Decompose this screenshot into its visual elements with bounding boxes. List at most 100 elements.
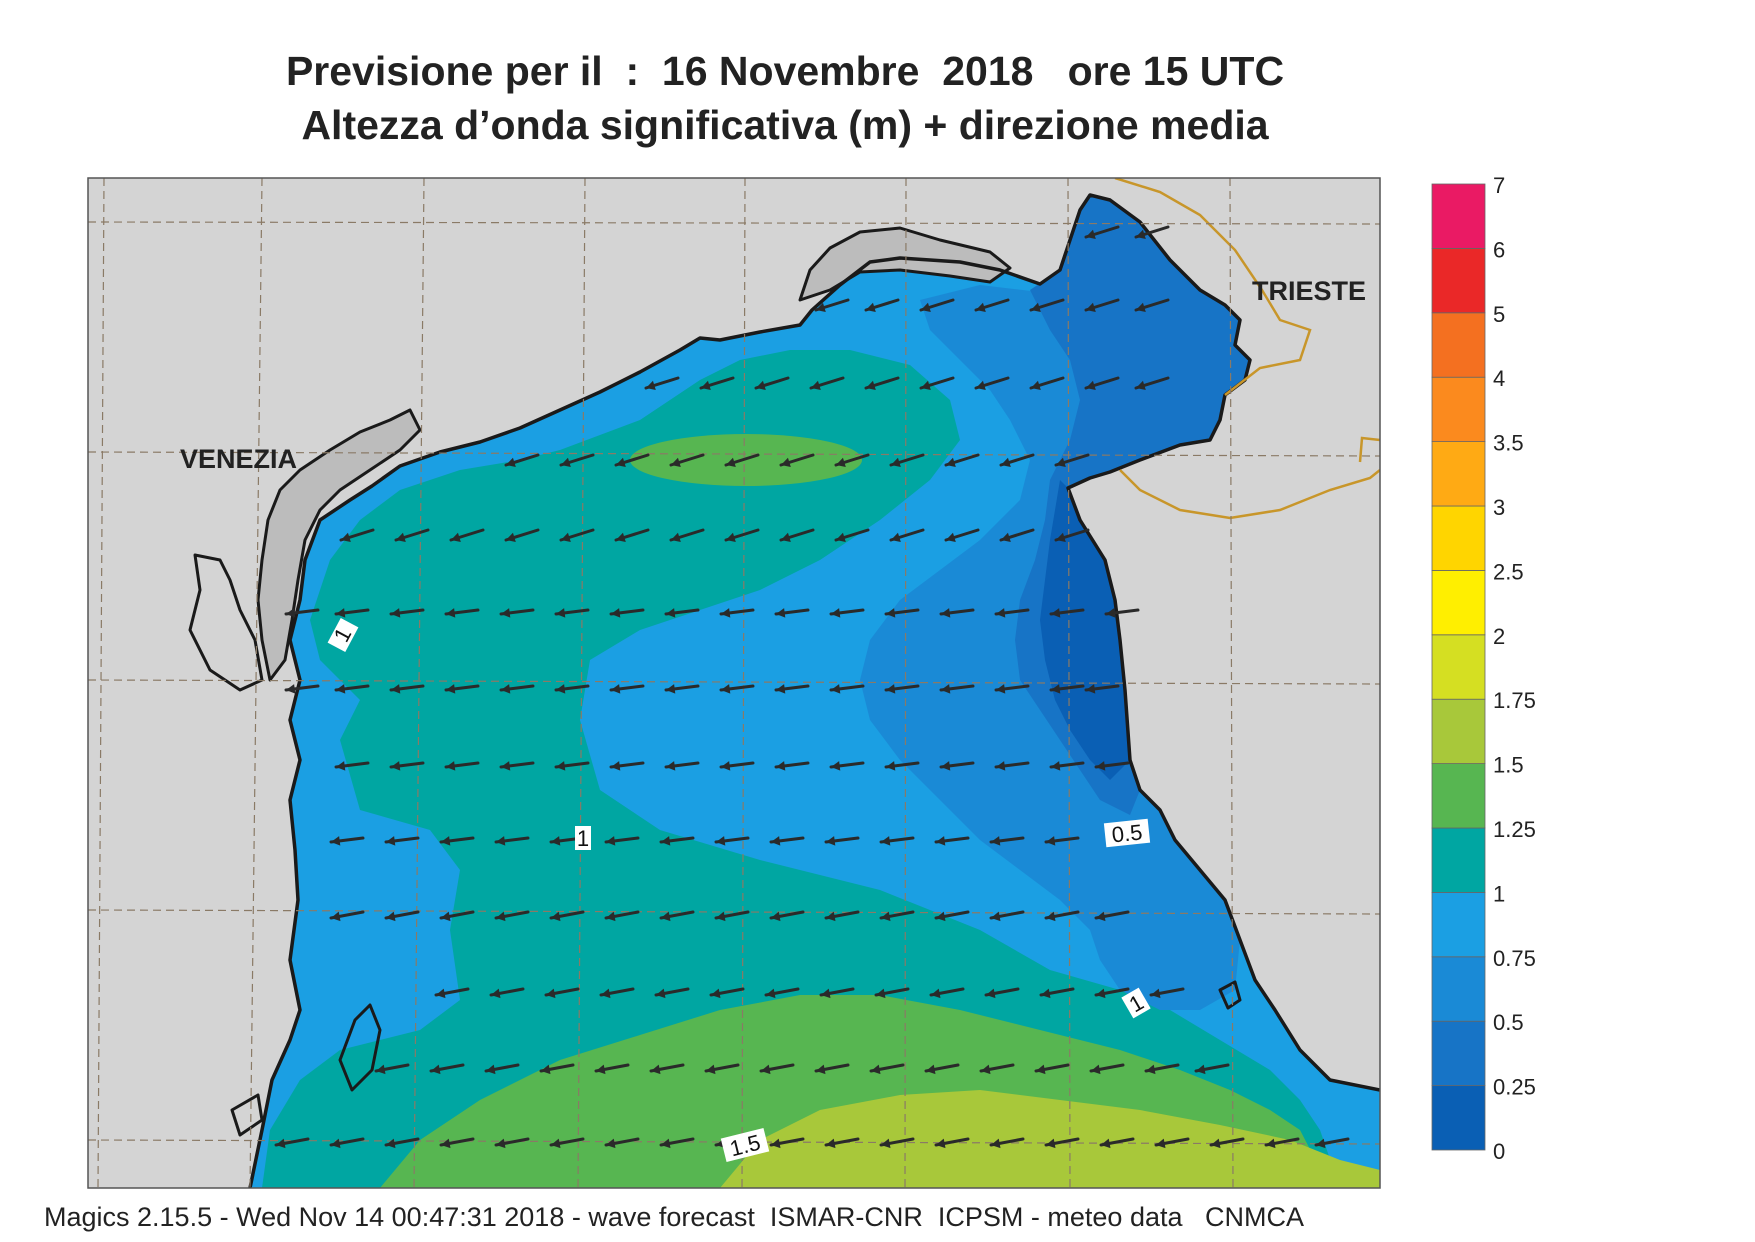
legend-tick-label: 0 — [1493, 1139, 1505, 1164]
direction-arrow — [779, 453, 815, 467]
direction-arrow — [934, 910, 970, 922]
legend-swatch — [1431, 892, 1486, 958]
direction-arrow — [559, 453, 595, 467]
legend-tick-label: 1.5 — [1493, 753, 1524, 778]
legend-tick-label: 3 — [1493, 495, 1505, 520]
svg-text:1: 1 — [577, 826, 589, 851]
direction-arrow — [1264, 1137, 1300, 1149]
direction-arrow — [824, 910, 860, 922]
direction-arrow — [384, 836, 420, 846]
direction-arrow — [339, 528, 375, 542]
direction-arrow — [1099, 1137, 1135, 1149]
place-label-venezia: VENEZIA — [180, 444, 297, 474]
direction-arrow — [889, 528, 925, 542]
direction-arrow — [544, 987, 580, 999]
direction-arrow — [444, 608, 480, 618]
direction-arrow — [884, 684, 920, 694]
direction-arrow — [274, 1137, 310, 1149]
direction-arrow — [444, 761, 480, 771]
direction-arrow — [429, 1063, 465, 1075]
direction-arrow — [924, 1063, 960, 1075]
direction-arrow — [664, 761, 700, 771]
direction-arrow — [609, 761, 645, 771]
direction-arrow — [1084, 298, 1120, 312]
direction-arrow — [554, 761, 590, 771]
direction-arrow — [1089, 1063, 1125, 1075]
direction-arrow — [1044, 1137, 1080, 1149]
direction-arrow — [934, 836, 970, 846]
direction-arrow — [834, 453, 870, 467]
direction-arrow — [769, 1137, 805, 1149]
direction-arrow — [444, 684, 480, 694]
direction-arrow — [829, 684, 865, 694]
direction-arrow — [779, 528, 815, 542]
direction-arrow — [824, 1137, 860, 1149]
svg-text:0.5: 0.5 — [1111, 819, 1144, 847]
direction-arrow — [754, 376, 790, 390]
direction-arrow — [769, 910, 805, 922]
direction-arrow — [1104, 608, 1140, 618]
direction-arrow — [989, 1137, 1025, 1149]
direction-arrow — [334, 761, 370, 771]
direction-arrow — [769, 836, 805, 846]
direction-arrow — [1209, 1137, 1245, 1149]
map-title: Previsione per il : 16 Novembre 2018 ore… — [285, 48, 1285, 94]
direction-arrow — [1049, 684, 1085, 694]
direction-arrow — [539, 1063, 575, 1075]
direction-arrow — [669, 528, 705, 542]
direction-arrow — [329, 836, 365, 846]
direction-arrow — [934, 1137, 970, 1149]
direction-arrow — [974, 376, 1010, 390]
lagoon-area — [258, 410, 420, 680]
legend-tick-label: 0.5 — [1493, 1010, 1524, 1035]
direction-arrow — [389, 761, 425, 771]
direction-arrow — [724, 528, 760, 542]
direction-arrow — [449, 528, 485, 542]
legend-swatch — [1431, 570, 1486, 636]
direction-arrow — [884, 608, 920, 618]
direction-arrow — [864, 298, 900, 312]
direction-arrow — [919, 376, 955, 390]
land-west — [88, 178, 1090, 1188]
direction-arrow — [599, 987, 635, 999]
legend-swatch — [1431, 247, 1486, 314]
direction-arrow — [874, 987, 910, 999]
direction-arrow — [869, 1063, 905, 1075]
direction-arrow — [829, 761, 865, 771]
legend-tick-label: 4 — [1493, 366, 1505, 391]
direction-arrow — [774, 608, 810, 618]
legend-tick-label: 3.5 — [1493, 431, 1524, 456]
contour-label: 1 — [327, 617, 359, 653]
direction-arrow — [879, 836, 915, 846]
direction-arrow — [284, 684, 320, 694]
direction-arrow — [759, 1063, 795, 1075]
direction-arrow — [819, 987, 855, 999]
direction-arrow — [929, 987, 965, 999]
legend-tick-label: 1.75 — [1493, 688, 1536, 713]
map-frame — [87, 177, 1381, 1189]
direction-arrow — [504, 453, 540, 467]
direction-arrow — [1094, 910, 1130, 922]
legend-tick-label: 2 — [1493, 624, 1505, 649]
direction-arrow — [439, 910, 475, 922]
direction-arrow — [1049, 761, 1085, 771]
direction-arrow — [499, 608, 535, 618]
direction-arrow — [809, 376, 845, 390]
direction-arrow — [994, 608, 1030, 618]
direction-arrow — [974, 298, 1010, 312]
legend-tick-label: 1 — [1493, 881, 1505, 906]
legend-swatch — [1431, 634, 1486, 700]
color-legend: 0 0.25 0.5 0.75 1 1.25 1.5 1.75 2 2.5 3 3.5 4 5 6 7 — [1431, 173, 1536, 1164]
direction-arrow — [1029, 376, 1065, 390]
contour-label: 1 — [575, 826, 591, 851]
direction-arrow — [389, 608, 425, 618]
direction-arrow — [654, 987, 690, 999]
direction-arrow — [664, 608, 700, 618]
legend-swatch — [1431, 763, 1486, 829]
direction-arrow — [1044, 910, 1080, 922]
direction-arrow — [439, 836, 475, 846]
legend-swatch — [1431, 441, 1486, 507]
direction-arrow — [1094, 987, 1130, 999]
direction-arrow — [554, 608, 590, 618]
